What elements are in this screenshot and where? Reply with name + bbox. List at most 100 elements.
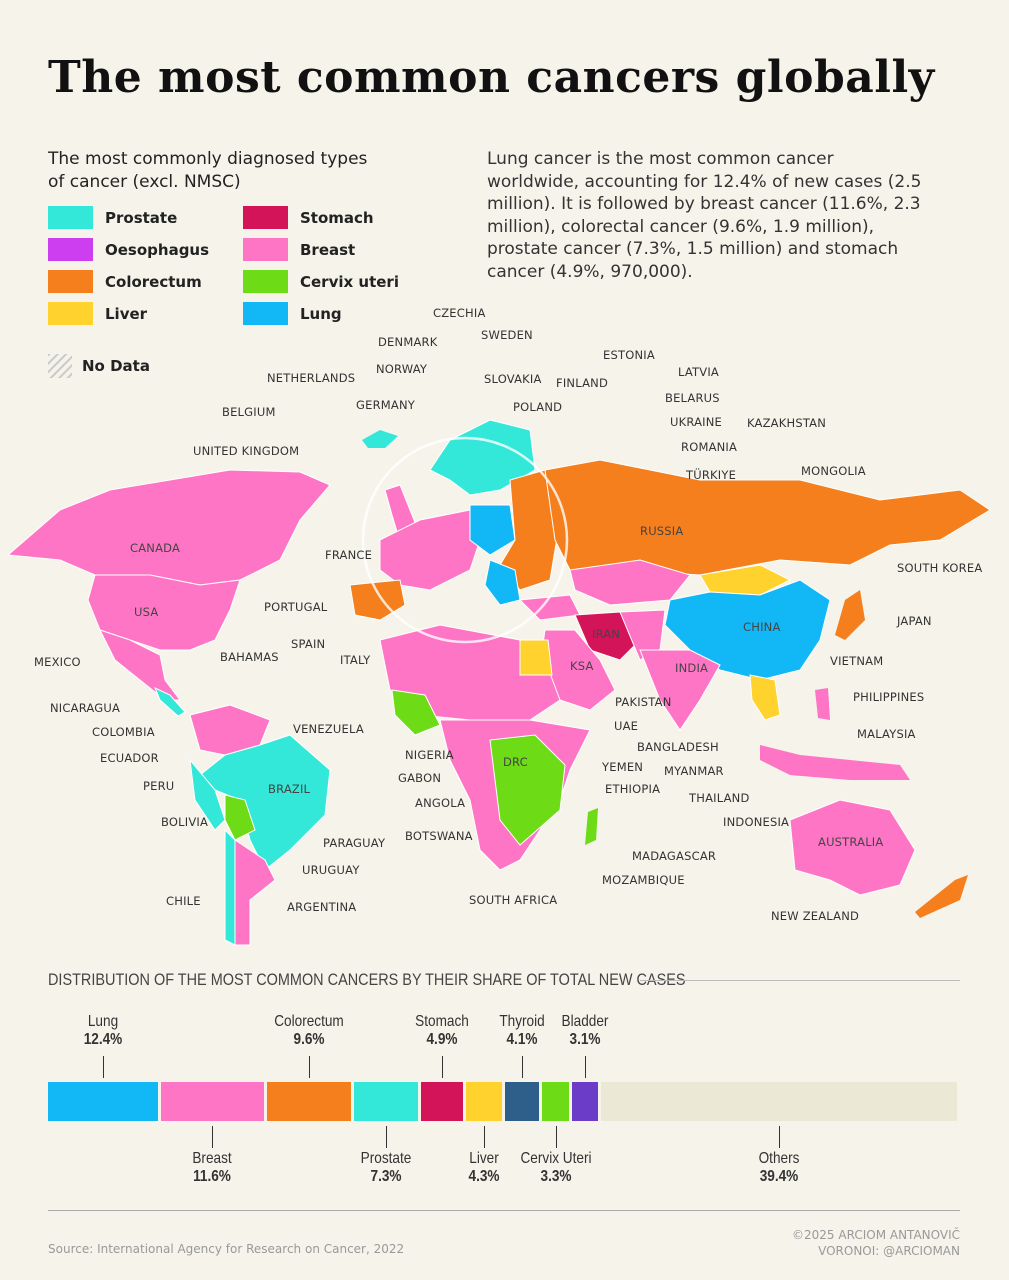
legend-label: Lung: [300, 304, 342, 323]
divider: [640, 980, 960, 981]
legend-swatch: [48, 302, 93, 325]
leader-line: [441, 1056, 443, 1078]
region-russia: [544, 459, 991, 576]
country-label: SOUTH KOREA: [897, 561, 983, 575]
bar-label: Liver 4.3%: [466, 1150, 502, 1186]
region-india: [639, 649, 721, 731]
legend-no-data: No Data: [48, 354, 150, 378]
country-label: ANGOLA: [415, 796, 466, 810]
country-label: IRAN: [592, 627, 621, 641]
region-iran: [574, 611, 641, 661]
leader-line: [483, 1126, 485, 1148]
legend-label: Oesophagus: [105, 240, 210, 259]
legend-item: Lung: [243, 302, 438, 325]
region-se-asia: [749, 674, 781, 721]
country-label: SPAIN: [291, 637, 326, 651]
legend-label: Prostate: [105, 208, 178, 227]
category-name: Thyroid: [499, 1013, 545, 1030]
category-name: Prostate: [360, 1150, 412, 1167]
country-label: AUSTRALIA: [818, 835, 884, 849]
legend-label: Colorectum: [105, 272, 202, 291]
bar-label: Stomach 4.9%: [410, 1013, 473, 1049]
legend-swatch: [243, 270, 288, 293]
country-label: USA: [134, 605, 159, 619]
country-label: GERMANY: [356, 398, 415, 412]
legend-swatch: [243, 302, 288, 325]
country-label: ECUADOR: [100, 751, 159, 765]
country-label: DENMARK: [378, 335, 438, 349]
country-label: JAPAN: [897, 614, 932, 628]
legend-item: Oesophagus: [48, 238, 243, 261]
country-label: MONGOLIA: [801, 464, 866, 478]
category-value: 9.6%: [293, 1031, 325, 1048]
region-iberia: [349, 579, 406, 621]
legend-label: No Data: [82, 357, 150, 375]
category-name: Liver: [469, 1150, 499, 1167]
world-map: [6, 419, 991, 946]
region-iceland: [362, 430, 398, 448]
legend-label: Breast: [300, 240, 356, 259]
category-name: Stomach: [415, 1013, 469, 1030]
region-new-zealand: [915, 875, 968, 918]
country-label: MEXICO: [34, 655, 81, 669]
category-value: 3.1%: [569, 1031, 601, 1048]
credit-author: ©2025 ARCIOM ANTANOVIČ: [792, 1228, 960, 1242]
country-label: CANADA: [130, 541, 181, 555]
legend-item: Liver: [48, 302, 243, 325]
leader-line: [309, 1056, 311, 1078]
category-name: Colorectum: [274, 1013, 344, 1030]
country-label: ROMANIA: [681, 440, 738, 454]
country-label: PARAGUAY: [323, 836, 386, 850]
region-bolivia: [224, 794, 256, 841]
region-china: [664, 579, 831, 681]
region-mongolia: [699, 564, 792, 596]
country-label: NEW ZEALAND: [771, 909, 860, 923]
leader-line: [522, 1056, 524, 1078]
country-label: TÜRKIYE: [686, 468, 737, 482]
europe-magnifier: [361, 436, 569, 644]
country-label: MOZAMBIQUE: [602, 873, 685, 887]
legend: Prostate Stomach Oesophagus Breast Color…: [48, 206, 438, 325]
country-label: SWEDEN: [481, 328, 533, 342]
divider: [48, 1210, 960, 1211]
country-label: VIETNAM: [830, 654, 884, 668]
country-label: INDIA: [675, 661, 709, 675]
leader-line: [555, 1126, 557, 1148]
country-label: PERU: [143, 779, 175, 793]
leader-line: [103, 1056, 105, 1078]
country-label: MYANMAR: [664, 764, 724, 778]
region-drc: [489, 734, 566, 846]
region-poland-central: [469, 504, 516, 556]
category-value: 4.3%: [468, 1168, 500, 1185]
page-title: The most common cancers globally: [48, 52, 935, 103]
category-value: 39.4%: [759, 1168, 799, 1185]
region-central-america: [154, 687, 186, 717]
bar-segment-breast: [161, 1082, 264, 1121]
category-name: Lung: [87, 1013, 119, 1030]
country-label: GABON: [398, 771, 442, 785]
legend-item: Prostate: [48, 206, 243, 229]
legend-label: Stomach: [300, 208, 374, 227]
legend-item: Breast: [243, 238, 438, 261]
bar-segment-prostate: [354, 1082, 418, 1121]
legend-swatch: [243, 238, 288, 261]
legend-item: Cervix uteri: [243, 270, 438, 293]
region-australia: [789, 799, 916, 896]
region-canada: [6, 469, 331, 586]
country-label: KAZAKHSTAN: [747, 416, 827, 430]
country-label: PAKISTAN: [615, 695, 672, 709]
region-usa: [87, 574, 241, 651]
category-value: 7.3%: [370, 1168, 402, 1185]
country-label: URUGUAY: [302, 863, 360, 877]
legend-item: Stomach: [243, 206, 438, 229]
leader-line: [585, 1056, 587, 1078]
region-madagascar: [585, 808, 598, 845]
region-egypt: [519, 639, 553, 676]
region-philippines: [815, 688, 830, 720]
category-value: 12.4%: [83, 1031, 123, 1048]
country-label: ETHIOPIA: [605, 782, 661, 796]
bar-label: Breast 11.6%: [189, 1150, 235, 1186]
region-mexico: [99, 629, 181, 701]
region-japan: [835, 590, 865, 640]
